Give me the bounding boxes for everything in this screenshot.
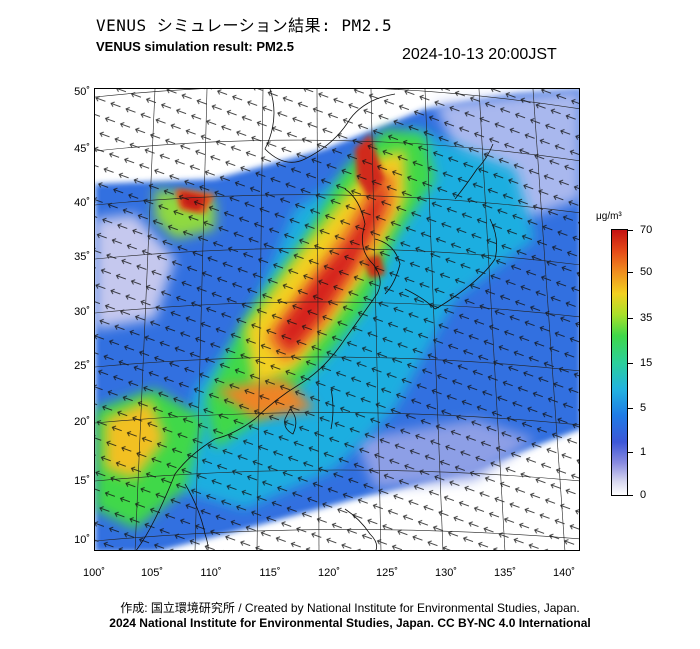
colorbar-tick-15	[628, 363, 633, 364]
lon-label-115: 115˚	[259, 567, 281, 579]
lon-label-105: 105˚	[140, 567, 164, 579]
title-japanese: VENUS シミュレーション結果: PM2.5	[96, 16, 393, 35]
lat-label-40: 40˚	[74, 197, 90, 209]
lat-label-45: 45˚	[74, 143, 90, 155]
colorbar-label-35: 35	[640, 312, 653, 324]
colorbar-tick-50	[628, 272, 633, 273]
colorbar-label-1: 1	[640, 446, 647, 458]
lon-label-120: 120˚	[317, 567, 341, 579]
lat-label-35: 35˚	[74, 251, 90, 263]
graticule	[95, 89, 579, 550]
copyright-line: 2024 National Institute for Environmenta…	[109, 616, 591, 630]
lon-label-110: 110˚	[200, 567, 222, 579]
lat-label-50: 50˚	[74, 86, 90, 98]
colorbar-label-50: 50	[640, 266, 653, 278]
lon-label-100: 100˚	[82, 567, 106, 579]
wind-vectors	[95, 89, 579, 550]
colorbar	[611, 229, 628, 496]
colorbar-tick-0	[628, 495, 633, 496]
colorbar-label-15: 15	[640, 357, 653, 369]
lat-label-10: 10˚	[74, 534, 90, 546]
colorbar-tick-1	[628, 452, 633, 453]
title-english: VENUS simulation result: PM2.5	[96, 39, 294, 54]
colorbar-label-70: 70	[640, 224, 653, 236]
lat-label-25: 25˚	[74, 360, 90, 372]
pm25-map-canvas	[95, 89, 579, 550]
lat-label-20: 20˚	[74, 416, 90, 428]
colorbar-tick-5	[628, 408, 633, 409]
colorbar-tick-70	[628, 230, 633, 231]
lon-label-135: 135˚	[493, 567, 517, 579]
lon-label-130: 130˚	[434, 567, 458, 579]
colorbar-label-0: 0	[640, 489, 647, 501]
lon-label-140: 140˚	[552, 567, 576, 579]
colorbar-tick-35	[628, 318, 633, 319]
lat-label-30: 30˚	[74, 306, 90, 318]
pm25-map	[94, 88, 580, 551]
colorbar-unit: μg/m³	[596, 211, 622, 222]
colorbar-label-5: 5	[640, 402, 647, 414]
credit-line: 作成: 国立環境研究所 / Created by National Instit…	[120, 601, 580, 615]
coastlines	[135, 89, 498, 550]
lat-label-15: 15˚	[74, 475, 90, 487]
forecast-timestamp: 2024-10-13 20:00JST	[402, 46, 557, 63]
lon-label-125: 125˚	[375, 567, 399, 579]
